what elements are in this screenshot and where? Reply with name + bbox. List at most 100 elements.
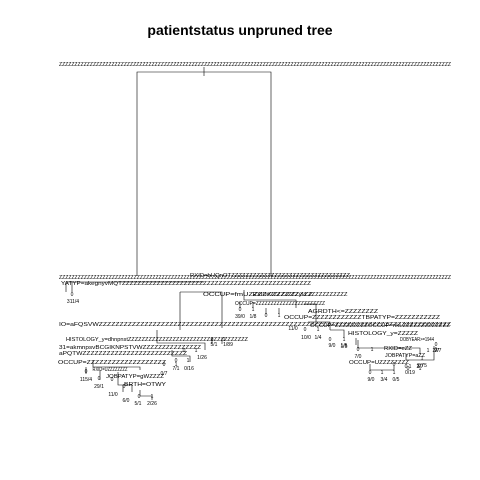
leaf-label: 1 — [417, 364, 420, 370]
leaf-label: 1 — [151, 394, 154, 400]
branch — [405, 346, 435, 361]
leaf-label: 39/0 — [235, 314, 245, 320]
branch — [243, 290, 297, 308]
split-label: IO=aFQSVWZZZZZZZZZZZZZZZZZZZZZZZZZZZZZZZ… — [59, 322, 452, 328]
branch-left — [65, 281, 204, 292]
branch — [122, 385, 153, 400]
chart-title: patientstatus unpruned tree — [147, 22, 333, 38]
split-label: RXID=eZZ — [384, 346, 413, 352]
leaf-label: 311/4 — [67, 299, 79, 305]
leaf-label: 0 — [357, 347, 360, 353]
branch — [117, 372, 133, 392]
leaf-label: 0 — [239, 307, 242, 313]
leaf-label: 0 — [211, 337, 214, 343]
leaf-label: 5/1 — [211, 342, 218, 348]
split-label: JOBPATYP=gWZZZZ — [106, 374, 165, 380]
leaf-label: 0/16 — [184, 366, 194, 372]
branch — [92, 360, 141, 370]
split-label: OCCUP=ZZZZZZZZZZZZZZZZZZZZZZZ — [235, 301, 326, 307]
branch — [304, 303, 317, 322]
leaf-label: 10/0 — [301, 335, 311, 341]
leaf-label: 2/7 — [433, 348, 440, 354]
branch — [369, 364, 395, 371]
root-bracket — [136, 71, 272, 276]
leaf-label: 0 — [111, 377, 114, 383]
split-label: YATYP=akegnyvMQTZZZZZZZZZZZZZZZZZZZZZZZZ… — [61, 281, 312, 287]
leaf-label: 0 — [183, 348, 186, 354]
leaf-label: 1/26 — [197, 355, 207, 361]
leaf-label: 1/89 — [223, 342, 233, 348]
split-label: ZZZZZZZZZZZZZZZZZZZZZZZZZZZZZZZZZZZZZZZZ… — [59, 275, 452, 281]
leaf-label: 6/0 — [123, 398, 130, 404]
split-label: HISTOLOGY_y=ZZZZZ — [348, 331, 419, 337]
branch — [308, 321, 331, 330]
leaf-label: 0/5 — [393, 377, 400, 383]
split-label: HISTOLOGY_y=dhnpnstZZZZZZZZZZZZZZZZZZZZZ… — [66, 337, 249, 343]
leaf-label: 7/0 — [355, 354, 362, 360]
leaf-label: 1 — [343, 337, 346, 343]
leaf-label: 1 — [175, 362, 178, 368]
split-label: OCCUP=UZZZZZZZZ — [349, 360, 410, 366]
leaf-label: 1/5 — [341, 344, 348, 350]
leaf-label: 0 — [98, 376, 101, 382]
leaf-label: 0 — [175, 358, 178, 364]
leaf-label: 9/0 — [368, 377, 375, 383]
leaf-label: 0 — [435, 342, 438, 348]
branch — [239, 302, 254, 308]
split-label: OCCUP=fmUZZZZZZZZZZZZZZ — [203, 292, 314, 298]
branch — [156, 330, 206, 350]
split-label: RXID=UZZZZZZZZ — [93, 367, 129, 373]
leaf-label: 0 — [304, 327, 307, 333]
split-label: OCCUP=ZZZZZZZZZOCCUP=nkLZZZZZZZZZZZZZ — [310, 323, 451, 329]
leaf-label: 0 — [71, 292, 74, 298]
leaf-label: 0 — [265, 313, 268, 319]
split-label: OCCUP=ZZZZZZZZZZZZZZZZZZZ — [58, 360, 167, 366]
leaf-label: 0 — [163, 362, 166, 368]
leaf-label: 1 — [419, 366, 422, 372]
leaf-label: 5/1 — [135, 401, 142, 407]
leaf-label: 1 — [393, 370, 396, 376]
leaf-label: 3/4 — [381, 377, 388, 383]
leaf-label: 2/7 — [435, 348, 442, 354]
leaf-label: 0 — [138, 394, 141, 400]
leaf-label: 0 — [329, 337, 332, 343]
split-label: aPQTWZZZZZZZZZZZZZZZZZZZZZZZZZZ — [59, 351, 188, 357]
split-label: RXID=ZZZZZZZZyvLZZZZZZZZZZZ — [253, 292, 349, 298]
split-label: OCCUP=ZZZZZZZZZZZZTBPATYP=ZZZZZZZZZZZ — [284, 315, 441, 321]
split-label: 31=akmnpsvBCGIKNPSTVWZZZZZZZZZZZZZZZ — [59, 345, 202, 351]
leaf-label: 1 — [409, 364, 412, 370]
leaf-label: 1 — [421, 356, 424, 362]
leaf-label: 1 — [317, 327, 320, 333]
leaf-label: 0/7 — [161, 371, 168, 377]
branch — [330, 329, 357, 345]
leaf-label: 11/0 — [288, 326, 298, 332]
leaf-label: 1 — [195, 348, 198, 354]
leaf-label: 0/19 — [405, 370, 415, 376]
leaf-label: 7/1 — [173, 366, 180, 372]
split-label: BRTH=OTWY — [124, 382, 166, 388]
branch — [85, 367, 101, 380]
leaf-label: 0 — [123, 384, 126, 390]
leaf-label: 0 — [405, 364, 408, 370]
split-label: JOBPATYP=aZZ — [385, 353, 426, 359]
leaf-label: 2/7 — [417, 364, 424, 370]
branch — [357, 340, 421, 354]
leaf-label: 2/26 — [147, 401, 157, 407]
leaf-label: 1 — [381, 370, 384, 376]
split-label: AGRDTH<=ZZZZZZZZ — [308, 309, 379, 315]
leaf-label: 11/0 — [108, 392, 118, 398]
leaf-label: 1 — [187, 358, 190, 364]
branch — [265, 308, 280, 314]
leaf-label: 1/8 — [250, 314, 257, 320]
leaf-label: 1/4 — [315, 335, 322, 341]
leaf-label: 9/0 — [329, 343, 336, 349]
leaf-label: 0 — [407, 366, 410, 372]
leaf-label: 1 — [371, 347, 374, 353]
root-split-label: ZZZZZZZZZZZZZZZZZZZZZZZZZZZZZZZZZZZZZZZZ… — [59, 62, 452, 68]
leaf-label: 0 — [369, 370, 372, 376]
leaf-label: 1 — [252, 307, 255, 313]
split-label: DOBYEAR>=1944 — [400, 337, 434, 343]
leaf-label: 1 — [278, 313, 281, 319]
leaf-label: 0 — [85, 369, 88, 375]
